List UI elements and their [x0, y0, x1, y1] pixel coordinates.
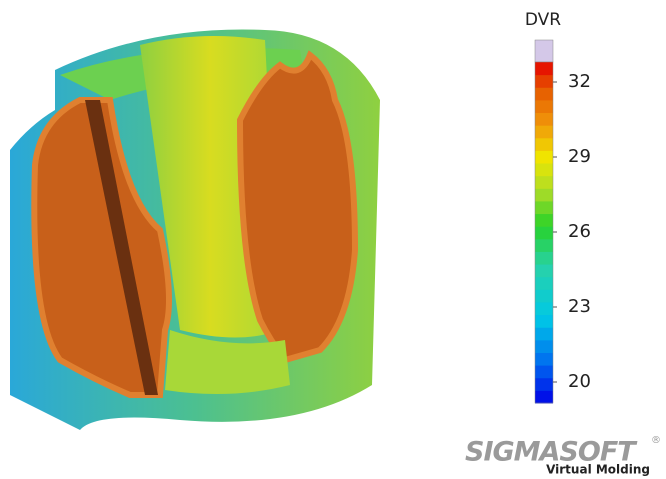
color-band [535, 113, 553, 126]
color-band [535, 75, 553, 88]
color-band [535, 340, 553, 353]
tick-label: 26 [568, 221, 591, 242]
color-band [535, 138, 553, 151]
color-band [535, 125, 553, 138]
screen: DVR 2023262932 SIGMASOFT ® Virtual Moldi… [0, 0, 666, 479]
color-band [535, 277, 553, 290]
color-band [535, 352, 553, 365]
color-band [535, 226, 553, 239]
color-band [535, 327, 553, 340]
color-band [535, 378, 553, 391]
color-band [535, 176, 553, 189]
colorbar [535, 62, 553, 404]
tick-label: 23 [568, 296, 591, 317]
color-band [535, 251, 553, 264]
color-band [535, 87, 553, 100]
casting-render [10, 30, 380, 431]
tick-label: 29 [568, 146, 591, 167]
color-band [535, 62, 553, 75]
color-band [535, 264, 553, 277]
color-band [535, 365, 553, 378]
color-band [535, 150, 553, 163]
color-band [535, 214, 553, 227]
tick-label: 32 [568, 71, 591, 92]
color-band [535, 390, 553, 403]
tick-label: 20 [568, 371, 591, 392]
color-band [535, 163, 553, 176]
logo-mark: ® [651, 435, 661, 446]
color-band [535, 188, 553, 201]
color-band [535, 239, 553, 252]
legend-title: DVR [525, 10, 561, 30]
color-band [535, 315, 553, 328]
legend-overflow [535, 40, 553, 62]
logo-tagline: Virtual Molding [546, 463, 650, 477]
color-band [535, 289, 553, 302]
color-band [535, 100, 553, 113]
color-band [535, 201, 553, 214]
color-band [535, 302, 553, 315]
legend-ticks: 20 23 26 29 32 [553, 71, 591, 392]
